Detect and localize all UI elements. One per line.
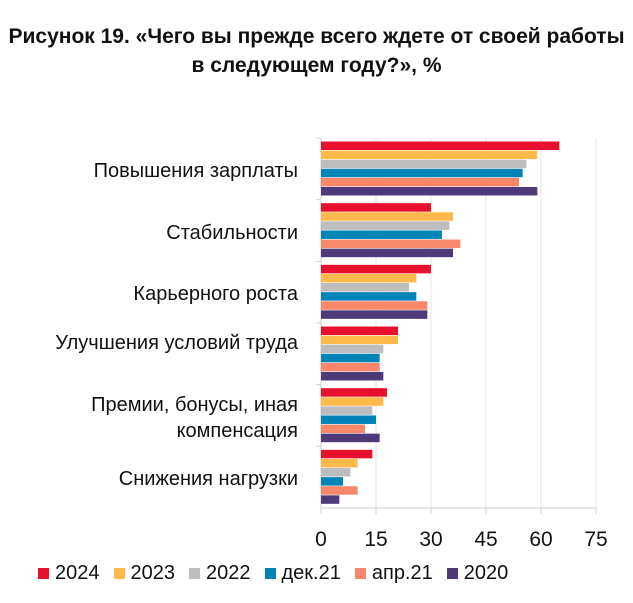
legend-swatch xyxy=(38,568,49,579)
bar-2024-2 xyxy=(321,264,431,274)
bar-2023-3 xyxy=(321,335,398,345)
bar-2024-0 xyxy=(321,141,560,150)
bar-дек.21-3 xyxy=(321,353,380,363)
category-label: Улучшения условий труда xyxy=(55,331,298,354)
bar-2022-5 xyxy=(321,468,351,477)
bar-2022-0 xyxy=(321,159,527,169)
bar-дек.21-4 xyxy=(321,415,376,424)
x-tick-label: 45 xyxy=(474,528,497,551)
bar-2023-5 xyxy=(321,458,358,468)
bar-2023-2 xyxy=(321,273,417,283)
bar-апр.21-0 xyxy=(321,177,519,187)
legend: 2024 2023 2022 дек.21 апр.21 2020 xyxy=(38,562,522,585)
bar-2020-2 xyxy=(321,310,428,319)
legend-item: апр.21 xyxy=(354,562,433,585)
legend-label: 2024 xyxy=(55,562,100,584)
bar-2022-2 xyxy=(321,283,409,292)
legend-swatch xyxy=(264,568,276,579)
category-label: Карьерного роста xyxy=(133,283,298,306)
bar-апр.21-1 xyxy=(321,239,461,249)
bar-2020-5 xyxy=(321,495,340,504)
category-label: Стабильности xyxy=(166,221,298,244)
bar-апр.21-4 xyxy=(321,424,365,434)
bar-дек.21-0 xyxy=(321,168,523,178)
bar-2022-4 xyxy=(321,406,373,415)
bar-2022-1 xyxy=(321,221,450,230)
legend-label: апр.21 xyxy=(371,562,433,584)
bar-2024-3 xyxy=(321,326,398,335)
legend-swatch xyxy=(189,568,200,579)
bar-2020-1 xyxy=(321,248,453,258)
category-label: Премии, бонусы, иная компенсация xyxy=(91,393,298,442)
bar-апр.21-3 xyxy=(321,362,380,372)
legend-item: дек.21 xyxy=(264,562,341,585)
bar-дек.21-2 xyxy=(321,292,417,301)
legend-item: 2023 xyxy=(113,562,176,585)
bar-2020-3 xyxy=(321,372,384,381)
chart-title: Рисунок 19. «Чего вы прежде всего ждете … xyxy=(8,25,625,77)
bar-апр.21-5 xyxy=(321,486,358,495)
bar-2020-4 xyxy=(321,433,380,443)
legend-label: 2020 xyxy=(463,562,509,584)
x-tick-label: 15 xyxy=(364,528,387,551)
category-label: Снижения нагрузки xyxy=(118,468,298,491)
legend-item: 2024 xyxy=(38,562,100,585)
bar-2024-1 xyxy=(321,203,431,212)
x-tick-label: 0 xyxy=(315,528,327,551)
bar-2023-0 xyxy=(321,150,538,160)
bar-дек.21-5 xyxy=(321,477,343,486)
bar-дек.21-1 xyxy=(321,230,442,239)
legend-label: дек.21 xyxy=(281,562,341,584)
bar-2020-0 xyxy=(321,187,538,196)
bar-2022-3 xyxy=(321,344,384,354)
bar-2023-1 xyxy=(321,212,453,221)
bar-2024-4 xyxy=(321,388,387,397)
bar-апр.21-2 xyxy=(321,301,428,310)
legend-swatch xyxy=(113,568,125,579)
legend-item: 2022 xyxy=(189,562,251,585)
x-tick-label: 75 xyxy=(584,528,607,551)
legend-swatch xyxy=(354,568,366,579)
bar-2023-4 xyxy=(321,397,384,406)
category-label: Повышения зарплаты xyxy=(93,159,298,182)
x-tick-label: 60 xyxy=(529,528,552,551)
x-tick-label: 30 xyxy=(419,528,442,551)
legend-item: 2020 xyxy=(446,562,509,585)
legend-label: 2023 xyxy=(130,562,176,584)
legend-label: 2022 xyxy=(206,562,251,584)
legend-swatch xyxy=(446,568,458,579)
bar-2024-5 xyxy=(321,449,373,459)
